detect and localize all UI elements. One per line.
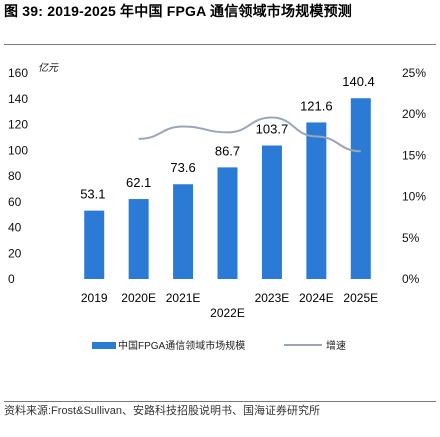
y-left-tick-140: 140: [8, 92, 28, 106]
x-tick-2019: 2019: [81, 291, 108, 305]
legend: 中国FPGA通信领域市场规模 增速: [92, 339, 346, 352]
y-right-axis: 0% 5% 10% 15% 20% 25%: [402, 66, 426, 286]
bar-2025E: [350, 98, 371, 279]
y-right-tick-15: 15%: [402, 148, 426, 162]
bar-2022E: [217, 167, 238, 279]
x-tick-2021E: 2021E: [166, 291, 201, 305]
y-left-tick-40: 40: [8, 221, 22, 235]
bar-2019: [84, 210, 105, 279]
data-label-2021E: 73.6: [170, 160, 195, 175]
legend-label-bar: 中国FPGA通信领域市场规模: [118, 339, 245, 352]
data-label-2023E: 103.7: [256, 121, 289, 136]
bar-series: [84, 98, 371, 279]
growth-line-series: [138, 116, 361, 153]
title-divider: [4, 44, 436, 45]
x-tick-2023E: 2023E: [255, 291, 290, 305]
bar-2020E: [128, 199, 149, 279]
data-labels: 53.1 62.1 73.6 86.7 103.7 121.6 140.4: [80, 74, 375, 201]
x-axis: 2019 2020E 2021E 2022E 2023E 2024E 2025E: [81, 291, 378, 320]
y-left-tick-120: 120: [8, 118, 28, 132]
y-left-axis: 0 20 40 60 80 100 120 140 160 亿元: [8, 62, 59, 286]
legend-swatch-bar: [92, 342, 116, 349]
y-right-tick-10: 10%: [402, 190, 426, 204]
bar-2021E: [173, 184, 194, 279]
bar-2023E: [261, 145, 282, 279]
y-left-tick-80: 80: [8, 169, 22, 183]
y-right-tick-0: 0%: [402, 272, 420, 286]
bar-2024E: [306, 122, 327, 279]
footer-divider: [4, 401, 436, 402]
x-tick-2020E: 2020E: [121, 291, 156, 305]
x-tick-2024E: 2024E: [299, 291, 334, 305]
y-left-unit-label: 亿元: [38, 62, 59, 74]
source-note: 资料来源:Frost&Sullivan、安路科技招股说明书、国海证券研究所: [4, 405, 320, 417]
chart-title: 图 39: 2019-2025 年中国 FPGA 通信领域市场规模预测: [4, 3, 353, 19]
y-left-tick-100: 100: [8, 143, 28, 157]
data-label-2024E: 121.6: [300, 98, 333, 113]
y-left-tick-20: 20: [8, 246, 22, 260]
data-label-2020E: 62.1: [126, 175, 151, 190]
y-left-tick-0: 0: [8, 272, 15, 286]
y-right-tick-25: 25%: [402, 66, 426, 80]
y-right-tick-5: 5%: [402, 231, 420, 245]
chart-area: 0 20 40 60 80 100 120 140 160 亿元 0% 5% 10% 15% 20% 25%…: [8, 62, 426, 352]
data-label-2025E: 140.4: [342, 74, 375, 89]
data-label-2022E: 86.7: [215, 143, 240, 158]
data-label-2019: 53.1: [80, 187, 105, 202]
growth-line: [138, 116, 361, 153]
y-right-tick-20: 20%: [402, 107, 426, 121]
x-tick-2022E: 2022E: [210, 306, 245, 320]
x-tick-2025E: 2025E: [343, 291, 378, 305]
y-left-tick-160: 160: [8, 66, 28, 80]
y-left-tick-60: 60: [8, 195, 22, 209]
legend-label-line: 增速: [326, 339, 346, 352]
